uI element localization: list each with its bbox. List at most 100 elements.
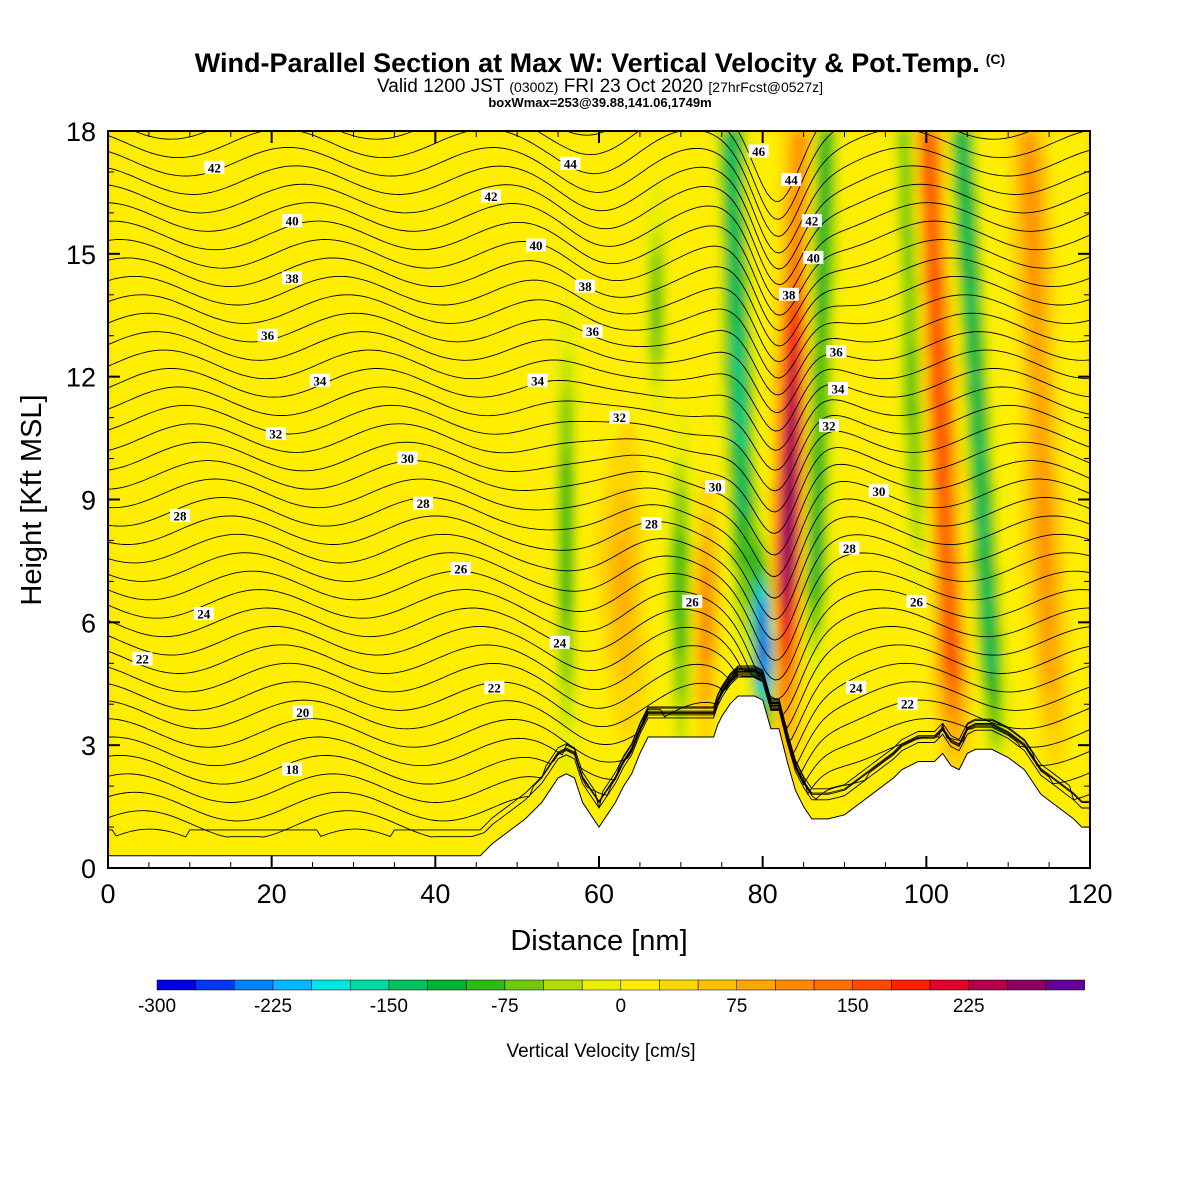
velocity-cell xyxy=(398,728,404,738)
velocity-cell xyxy=(570,704,576,714)
velocity-cell xyxy=(594,802,600,812)
velocity-cell xyxy=(324,704,330,714)
velocity-cell xyxy=(161,794,166,804)
velocity-cell xyxy=(263,843,269,853)
velocity-cell xyxy=(517,720,522,730)
velocity-cell xyxy=(341,712,346,722)
velocity-cell xyxy=(959,728,964,738)
velocity-cell xyxy=(275,843,281,853)
velocity-cell xyxy=(398,786,404,795)
velocity-cell xyxy=(349,736,355,746)
velocity-cell xyxy=(410,736,416,746)
velocity-cell xyxy=(386,786,391,795)
velocity-cell xyxy=(316,696,322,705)
velocity-cell xyxy=(844,728,850,738)
velocity-cell xyxy=(1077,769,1083,779)
velocity-cell xyxy=(435,696,441,705)
velocity-cell xyxy=(316,769,322,779)
velocity-cell xyxy=(799,720,805,730)
velocity-cell xyxy=(136,843,142,853)
velocity-cell xyxy=(177,802,183,812)
velocity-cell xyxy=(844,712,850,722)
velocity-cell xyxy=(443,712,449,722)
velocity-cell xyxy=(218,753,224,763)
velocity-cell xyxy=(938,728,944,738)
velocity-cell xyxy=(312,827,318,836)
velocity-cell xyxy=(553,769,559,779)
velocity-cell xyxy=(860,720,866,730)
velocity-cell xyxy=(619,728,625,738)
velocity-cell xyxy=(562,753,567,763)
velocity-cell xyxy=(378,786,383,795)
velocity-cell xyxy=(210,736,215,746)
velocity-cell xyxy=(112,827,117,836)
velocity-cell xyxy=(504,712,510,722)
velocity-cell xyxy=(459,720,465,730)
velocity-cell xyxy=(373,704,379,714)
velocity-cell xyxy=(1065,704,1071,714)
velocity-cell xyxy=(378,696,383,705)
velocity-cell xyxy=(443,728,449,738)
velocity-cell xyxy=(161,745,166,754)
velocity-cell xyxy=(533,720,539,730)
velocity-cell xyxy=(500,712,506,722)
velocity-cell xyxy=(656,704,661,714)
velocity-cell xyxy=(251,736,256,746)
velocity-cell xyxy=(508,745,514,754)
velocity-cell xyxy=(353,835,359,845)
velocity-cell xyxy=(222,777,228,787)
velocity-cell xyxy=(120,696,125,705)
velocity-cell xyxy=(623,745,629,754)
velocity-cell xyxy=(165,802,170,812)
velocity-cell xyxy=(799,728,805,738)
velocity-cell xyxy=(300,753,305,763)
velocity-cell xyxy=(582,704,588,714)
velocity-cell xyxy=(815,769,821,779)
velocity-cell xyxy=(337,753,342,763)
velocity-cell xyxy=(517,802,522,812)
velocity-cell xyxy=(316,761,322,771)
velocity-cell xyxy=(349,843,355,853)
velocity-cell xyxy=(1053,769,1058,779)
velocity-cell xyxy=(345,728,351,738)
velocity-cell xyxy=(856,761,862,771)
velocity-cell xyxy=(120,818,125,828)
velocity-cell xyxy=(308,843,314,853)
velocity-cell xyxy=(599,802,604,812)
velocity-cell xyxy=(508,769,514,779)
velocity-cell xyxy=(341,704,346,714)
velocity-cell xyxy=(222,810,228,820)
velocity-cell xyxy=(210,794,215,804)
velocity-cell xyxy=(181,704,187,714)
velocity-cell xyxy=(283,835,289,845)
velocity-cell xyxy=(484,794,490,804)
velocity-cell xyxy=(320,827,326,836)
velocity-cell xyxy=(807,802,813,812)
velocity-cell xyxy=(267,761,273,771)
velocity-cell xyxy=(349,810,355,820)
velocity-cell xyxy=(1049,712,1054,722)
velocity-cell xyxy=(926,736,932,746)
velocity-cell xyxy=(369,777,375,787)
velocity-cell xyxy=(349,827,355,836)
velocity-cell xyxy=(1032,704,1038,714)
velocity-cell xyxy=(406,761,412,771)
velocity-cell xyxy=(373,712,379,722)
velocity-cell xyxy=(537,777,543,787)
velocity-cell xyxy=(320,753,326,763)
velocity-cell xyxy=(783,704,788,714)
velocity-cell xyxy=(341,802,346,812)
velocity-cell xyxy=(255,769,260,779)
velocity-cell xyxy=(251,777,256,787)
velocity-cell xyxy=(1069,777,1075,787)
velocity-cell xyxy=(549,736,555,746)
velocity-cell xyxy=(361,827,367,836)
velocity-cell xyxy=(455,843,461,853)
velocity-cell xyxy=(590,761,596,771)
velocity-cell xyxy=(443,843,449,853)
velocity-cell xyxy=(877,736,882,746)
velocity-cell xyxy=(136,769,142,779)
velocity-cell xyxy=(672,712,678,722)
velocity-cell xyxy=(439,745,445,754)
velocity-cell xyxy=(230,835,236,845)
